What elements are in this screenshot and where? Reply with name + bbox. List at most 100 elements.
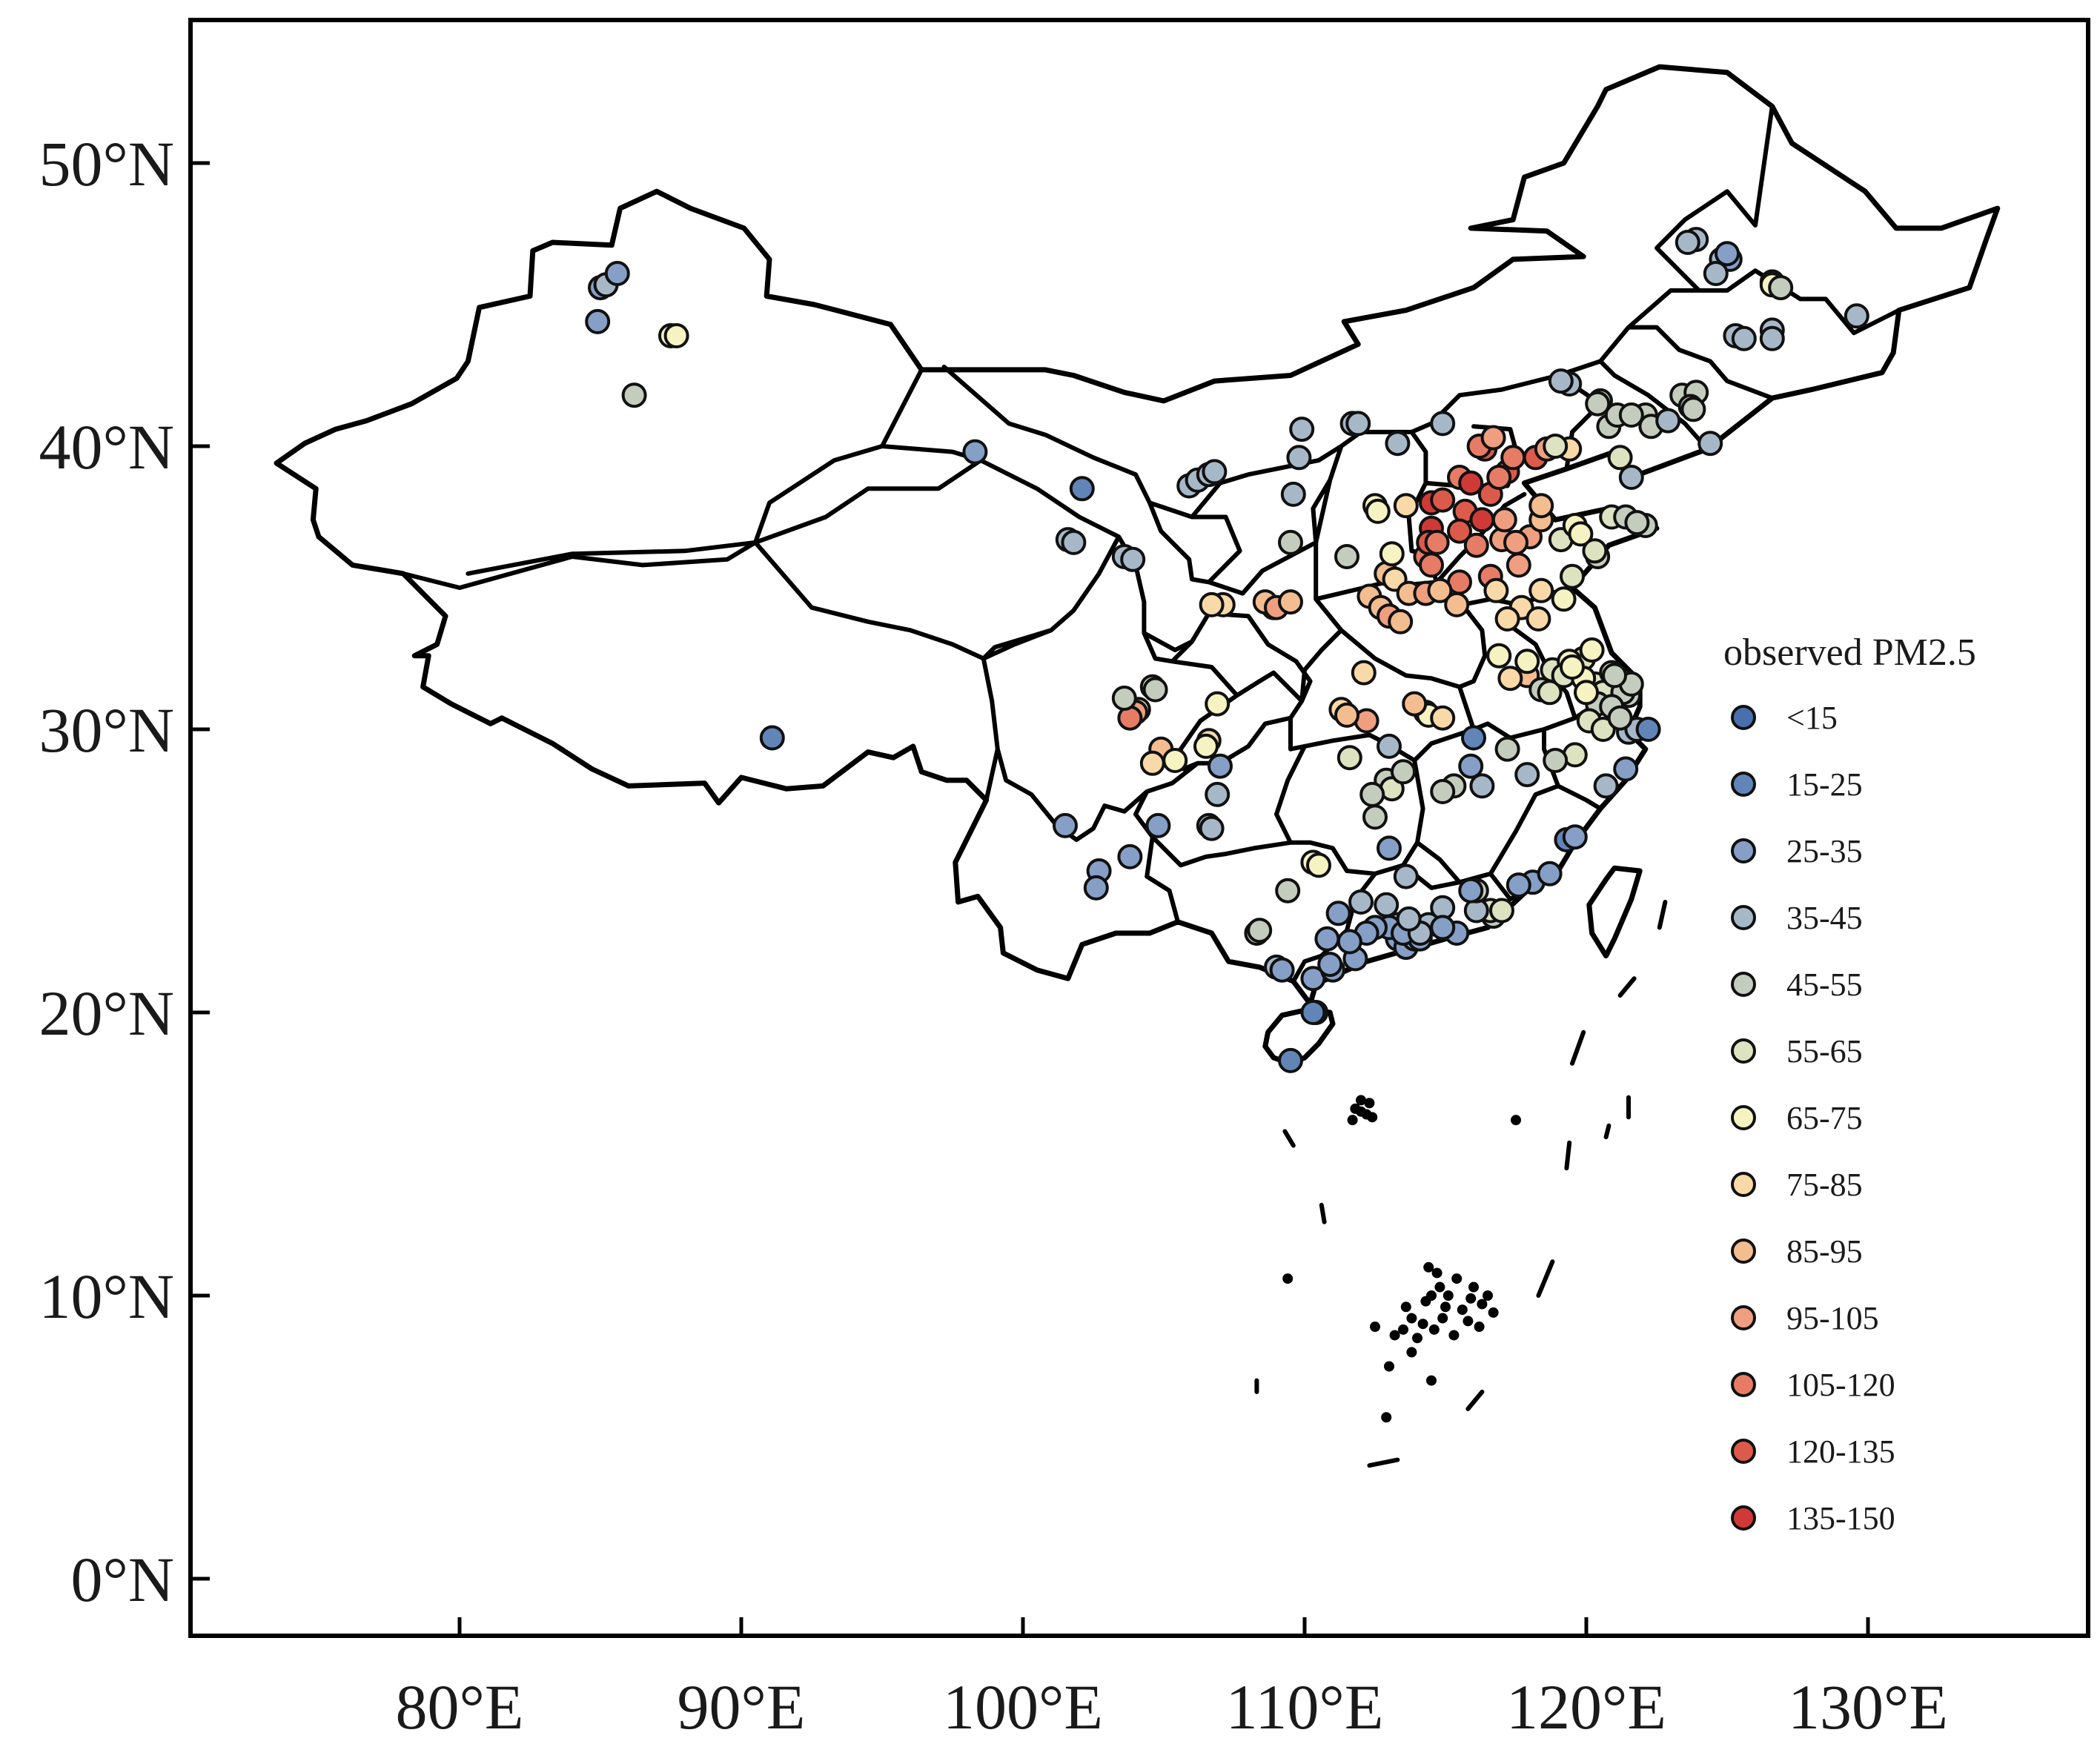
station-marker: [1731, 325, 1757, 351]
station-marker: [1526, 606, 1551, 631]
y-tick-label: 10°N: [39, 1261, 175, 1332]
station-marker: [1528, 577, 1554, 603]
boundary-dash: [1282, 1129, 1296, 1148]
station-marker: [1396, 906, 1422, 932]
legend-label: <15: [1786, 700, 1838, 736]
legend-swatch: [1731, 1105, 1756, 1130]
boundary-dash: [1465, 1389, 1485, 1411]
island-dot: [1420, 1296, 1431, 1307]
station-marker: [1111, 686, 1137, 711]
x-tick-label: 120°E: [1506, 1671, 1666, 1743]
station-points: [585, 227, 1869, 1073]
station-marker: [1590, 717, 1616, 742]
station-marker: [1280, 481, 1306, 507]
x-tick-label: 80°E: [396, 1671, 524, 1743]
station-marker: [1618, 465, 1644, 490]
station-marker: [1528, 493, 1554, 519]
station-marker: [1205, 781, 1230, 807]
island-dot: [1398, 1324, 1408, 1335]
legend-swatch: [1731, 1439, 1756, 1464]
station-marker: [1278, 529, 1303, 555]
legend-items: <15 15-25 25-35 35-45 45-55 55-65 65-75 75-85 85…: [1731, 700, 1895, 1536]
station-marker: [1117, 843, 1143, 869]
legend-label: 55-65: [1786, 1033, 1863, 1070]
station-marker: [1193, 733, 1219, 759]
station-marker: [1675, 230, 1700, 255]
station-marker: [1585, 391, 1611, 417]
station-marker: [1568, 521, 1594, 547]
legend-label: 135-150: [1786, 1500, 1895, 1536]
station-marker: [1145, 812, 1171, 838]
island-dot: [1367, 1112, 1378, 1123]
boundary-dash: [1536, 1259, 1555, 1298]
china-outline: [274, 64, 2001, 1007]
station-marker: [1469, 507, 1495, 533]
legend-swatch: [1731, 1172, 1756, 1197]
station-marker: [1306, 852, 1331, 878]
island-dot: [1483, 1290, 1493, 1301]
station-marker: [1393, 863, 1419, 889]
station-marker: [1199, 815, 1225, 841]
y-tick-label: 20°N: [39, 978, 175, 1049]
station-marker: [1269, 957, 1295, 983]
station-marker: [1506, 552, 1531, 578]
legend-label: 120-135: [1786, 1433, 1895, 1470]
station-marker: [1635, 717, 1661, 742]
station-marker: [1593, 773, 1619, 799]
latitude-axis: 0°N 10°N 20°N 30°N 40°N 50°N: [39, 128, 210, 1615]
station-marker: [1483, 577, 1509, 603]
station-marker: [1300, 1000, 1326, 1025]
station-marker: [962, 439, 988, 465]
legend-label: 75-85: [1786, 1167, 1863, 1203]
legend-title: observed PM2.5: [1723, 631, 1976, 674]
station-marker: [1458, 878, 1484, 904]
station-marker: [1430, 411, 1456, 437]
station-marker: [1334, 544, 1359, 569]
island-dot: [1488, 1307, 1499, 1318]
island-dot: [1370, 1322, 1380, 1333]
station-marker: [1458, 470, 1484, 496]
station-marker: [1469, 773, 1495, 799]
legend-swatch: [1731, 972, 1756, 997]
island-dot: [1451, 1273, 1463, 1284]
station-marker: [1325, 901, 1351, 926]
station-marker: [1142, 677, 1168, 703]
station-marker: [1463, 532, 1489, 558]
station-marker: [1582, 538, 1608, 564]
station-marker: [1336, 745, 1362, 771]
station-marker: [1497, 666, 1523, 692]
station-marker: [1199, 591, 1225, 617]
station-marker: [1491, 507, 1517, 533]
island-dot: [1511, 1115, 1521, 1126]
boundary-dash: [1617, 976, 1637, 998]
legend-label: 65-75: [1786, 1100, 1863, 1136]
station-marker: [1083, 875, 1109, 901]
station-marker: [1379, 541, 1405, 567]
y-tick-label: 30°N: [39, 694, 175, 766]
station-marker: [1385, 431, 1411, 457]
station-marker: [1377, 733, 1402, 759]
legend-swatch: [1731, 772, 1756, 797]
station-marker: [1444, 591, 1470, 617]
taiwan-outline: [1586, 865, 1643, 959]
station-marker: [1393, 493, 1419, 519]
station-marker: [1345, 411, 1371, 437]
station-marker: [1494, 736, 1520, 762]
station-marker: [1202, 459, 1228, 485]
station-marker: [1139, 750, 1165, 776]
station-marker: [1069, 476, 1095, 502]
station-marker: [1205, 691, 1230, 717]
station-marker: [1336, 929, 1362, 955]
station-marker: [1579, 637, 1605, 663]
station-marker: [1574, 680, 1599, 706]
legend-swatch: [1731, 1239, 1756, 1264]
island-dot: [1356, 1095, 1366, 1106]
station-marker: [1359, 781, 1385, 807]
legend: observed PM2.5 <15 15-25 25-35 35-45 45-55 55…: [1723, 631, 1976, 1536]
station-marker: [1351, 660, 1377, 686]
island-dot: [1434, 1282, 1445, 1293]
station-marker: [1388, 609, 1414, 634]
x-tick-label: 100°E: [943, 1671, 1103, 1743]
station-marker: [1314, 926, 1340, 952]
station-marker: [1613, 756, 1639, 782]
